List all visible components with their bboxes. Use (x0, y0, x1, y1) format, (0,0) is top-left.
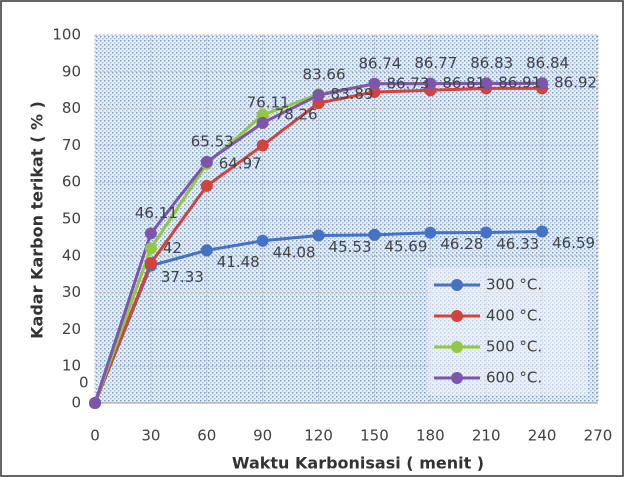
legend-label: 400 °C. (486, 307, 542, 325)
data-label: 0 (79, 374, 89, 392)
data-point (256, 234, 269, 247)
data-point (312, 229, 325, 242)
data-point (368, 228, 381, 241)
data-point (144, 227, 157, 240)
data-point (480, 77, 493, 90)
y-tick-label: 60 (62, 173, 81, 191)
data-point (536, 225, 549, 238)
x-tick-label: 180 (416, 427, 445, 445)
data-label: 86.74 (358, 54, 401, 72)
legend-marker (451, 341, 463, 353)
y-tick-label: 90 (62, 62, 81, 80)
data-label: 83.66 (303, 66, 346, 84)
y-tick-label: 80 (62, 99, 81, 117)
y-axis-title: Kadar Karbon terikat ( % ) (28, 101, 47, 339)
data-label: 46.28 (440, 235, 483, 253)
x-tick-label: 240 (528, 427, 557, 445)
data-point (144, 257, 157, 270)
data-point (256, 116, 269, 129)
data-point (200, 179, 213, 192)
y-tick-label: 40 (62, 246, 81, 264)
data-point (200, 155, 213, 168)
data-label: 46.59 (552, 234, 595, 252)
data-label: 65.53 (191, 132, 234, 150)
x-tick-label: 60 (197, 427, 216, 445)
legend-marker (451, 310, 463, 322)
data-label: 41.48 (217, 253, 260, 271)
x-tick-label: 210 (472, 427, 501, 445)
x-tick-label: 150 (360, 427, 389, 445)
y-tick-label: 30 (62, 283, 81, 301)
data-label: 86.84 (526, 54, 569, 72)
y-tick-label: 100 (52, 26, 81, 44)
y-tick-label: 70 (62, 136, 81, 154)
data-label: 83.89 (331, 85, 374, 103)
data-label: 86.92 (554, 74, 597, 92)
data-point (480, 226, 493, 239)
data-point (536, 77, 549, 90)
data-label: 46.11 (135, 204, 178, 222)
x-tick-label: 30 (141, 427, 160, 445)
legend-marker (451, 279, 463, 291)
legend-marker (451, 372, 463, 384)
x-tick-label: 270 (584, 427, 613, 445)
data-label: 64.97 (219, 154, 262, 172)
x-axis-title: Waktu Karbonisasi ( menit ) (232, 454, 484, 473)
data-label: 46.33 (496, 235, 539, 253)
data-label: 86.91 (498, 74, 541, 92)
data-point (89, 397, 101, 409)
data-point (368, 86, 381, 99)
data-point (256, 139, 269, 152)
data-label: 37.33 (161, 268, 204, 286)
data-label: 86.81 (442, 74, 485, 92)
data-point (368, 77, 381, 90)
data-label: 86.77 (414, 54, 457, 72)
x-tick-label: 90 (253, 427, 272, 445)
data-point (424, 226, 437, 239)
data-point (200, 244, 213, 257)
legend-label: 500 °C. (486, 338, 542, 356)
data-label: 76.11 (247, 93, 290, 111)
data-label: 42 (163, 239, 182, 257)
x-tick-label: 0 (90, 427, 100, 445)
x-tick-label: 120 (304, 427, 333, 445)
data-label: 44.08 (273, 243, 316, 261)
data-point (312, 89, 325, 102)
data-point (424, 77, 437, 90)
data-label: 45.53 (329, 238, 372, 256)
data-label: 86.83 (470, 54, 513, 72)
y-tick-label: 20 (62, 320, 81, 338)
data-point (144, 242, 157, 255)
y-tick-label: 0 (71, 394, 81, 412)
y-tick-label: 50 (62, 210, 81, 228)
data-label: 45.69 (384, 237, 427, 255)
legend-label: 300 °C. (486, 276, 542, 294)
data-label: 78.26 (275, 106, 318, 124)
legend-label: 600 °C. (486, 369, 542, 387)
data-label: 86.73 (386, 74, 429, 92)
y-tick-label: 10 (62, 357, 81, 375)
